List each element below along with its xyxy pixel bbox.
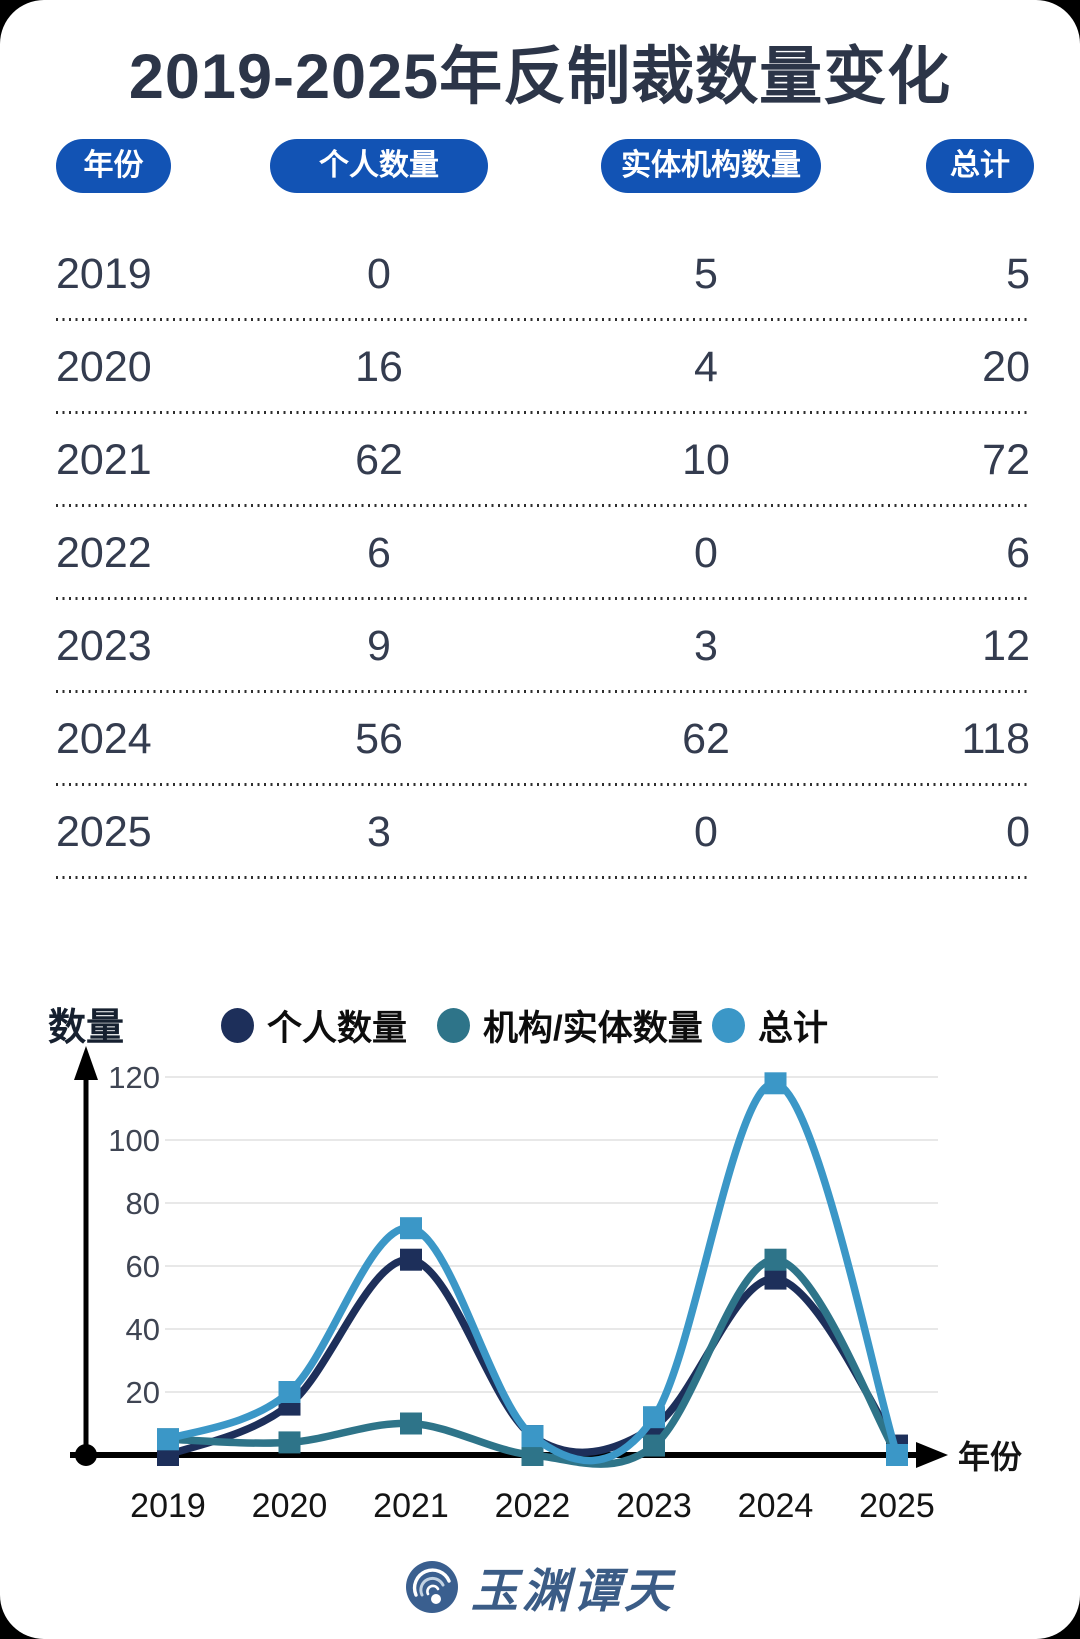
data-point-marker — [764, 1267, 787, 1290]
data-point-marker — [643, 1434, 665, 1457]
y-tick-label: 120 — [108, 1060, 160, 1095]
data-point-marker — [400, 1248, 422, 1271]
page-title: 2019-2025年反制裁数量变化 — [128, 42, 952, 112]
logo-swirl-outer — [412, 1567, 451, 1597]
data-point-marker — [764, 1248, 787, 1271]
logo-swirl-mid — [419, 1576, 445, 1596]
cell-total: 118 — [961, 715, 1030, 763]
data-point-marker — [521, 1425, 544, 1448]
legend-dot-icon — [221, 1008, 254, 1043]
y-tick-label: 60 — [126, 1249, 160, 1284]
legend-label: 机构/实体数量 — [483, 1009, 703, 1048]
y-axis-title: 数量 — [48, 1007, 125, 1049]
cell-individual: 9 — [367, 622, 391, 670]
origin-dot — [75, 1444, 97, 1466]
y-tick-label: 100 — [108, 1123, 160, 1158]
cell-year: 2022 — [56, 529, 152, 577]
cell-individual: 56 — [355, 715, 403, 763]
cell-entity: 62 — [682, 715, 730, 763]
footer-logo: 玉渊谭天 — [0, 1552, 1080, 1621]
cell-entity: 0 — [694, 529, 718, 577]
x-tick-label: 2020 — [252, 1487, 328, 1525]
table-row: 2019 0 5 5 — [56, 228, 1030, 321]
data-point-marker — [278, 1381, 301, 1403]
series-line-2 — [166, 1079, 901, 1465]
cell-year: 2021 — [56, 436, 152, 484]
x-tick-label: 2019 — [130, 1487, 206, 1525]
legend-dot-icon — [437, 1008, 470, 1043]
header-pill-entity-count: 实体机构数量 — [601, 139, 821, 193]
legend-label: 个人数量 — [267, 1009, 408, 1048]
cell-total: 5 — [1006, 250, 1030, 298]
x-axis-title: 年份 — [958, 1439, 1022, 1475]
logo-text: 玉渊谭天 — [471, 1566, 675, 1618]
table-row: 2024 56 62 118 — [56, 693, 1030, 786]
x-tick-label: 2021 — [373, 1487, 449, 1525]
cell-total: 6 — [1006, 529, 1030, 577]
cell-individual: 16 — [355, 343, 403, 391]
cell-entity: 5 — [694, 250, 718, 298]
y-tick-label: 80 — [126, 1186, 160, 1221]
cell-entity: 4 — [694, 343, 718, 391]
data-point-marker — [521, 1444, 544, 1466]
data-point-marker — [278, 1431, 301, 1454]
x-tick-label: 2023 — [616, 1487, 692, 1525]
x-axis-arrow-icon — [916, 1442, 948, 1468]
cell-total: 12 — [982, 622, 1030, 670]
legend-label: 总计 — [758, 1009, 829, 1048]
legend-dot-icon — [712, 1008, 745, 1043]
data-point-marker — [400, 1412, 422, 1435]
table-row: 2020 16 4 20 — [56, 321, 1030, 414]
logo-swirl-inner — [426, 1584, 440, 1595]
header-pill-individual-count: 个人数量 — [270, 139, 488, 193]
data-point-marker — [157, 1428, 179, 1451]
cell-year: 2024 — [56, 715, 152, 763]
y-tick-label: 20 — [126, 1375, 160, 1410]
x-tick-label: 2025 — [859, 1487, 935, 1525]
data-table: 2019 0 5 5 2020 16 4 20 2021 62 10 72 20… — [56, 228, 1030, 879]
legend-item-total: 总计 — [712, 1000, 828, 1051]
table-row: 2021 62 10 72 — [56, 414, 1030, 507]
header-pill-year: 年份 — [56, 139, 171, 193]
cell-entity: 10 — [682, 436, 730, 484]
x-tick-label: 2024 — [738, 1487, 814, 1525]
y-tick-label: 40 — [126, 1312, 160, 1347]
table-row: 2022 6 0 6 — [56, 507, 1030, 600]
table-row: 2025 3 0 0 — [56, 786, 1030, 879]
cell-year: 2023 — [56, 622, 152, 670]
data-point-marker — [886, 1444, 908, 1466]
cell-total: 0 — [1006, 808, 1030, 856]
cell-year: 2025 — [56, 808, 152, 856]
cell-total: 20 — [982, 343, 1030, 391]
cell-total: 72 — [982, 436, 1030, 484]
logo-dot — [431, 1593, 441, 1604]
cell-individual: 0 — [367, 250, 391, 298]
cell-entity: 0 — [694, 808, 718, 856]
header-pill-total: 总计 — [926, 139, 1034, 193]
legend-item-individual: 个人数量 — [221, 1000, 407, 1051]
legend-item-entity: 机构/实体数量 — [437, 1000, 703, 1051]
cell-entity: 3 — [694, 622, 718, 670]
data-point-marker — [400, 1217, 422, 1240]
data-point-marker — [643, 1406, 665, 1429]
cell-individual: 6 — [367, 529, 391, 577]
y-axis-arrow-icon — [74, 1046, 98, 1080]
table-row: 2023 9 3 12 — [56, 600, 1030, 693]
logo-icon — [406, 1560, 458, 1613]
data-point-marker — [764, 1072, 787, 1095]
cell-individual: 3 — [367, 808, 391, 856]
cell-individual: 62 — [355, 436, 403, 484]
x-tick-label: 2022 — [495, 1487, 571, 1525]
cell-year: 2020 — [56, 343, 152, 391]
cell-year: 2019 — [56, 250, 152, 298]
